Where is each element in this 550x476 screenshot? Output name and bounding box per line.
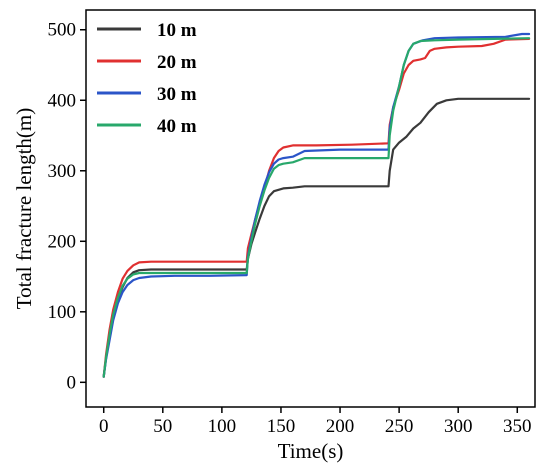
legend-label-2: 20 m bbox=[157, 52, 197, 73]
y-axis-title: Total fracture length(m) bbox=[12, 108, 36, 309]
y-tick-label: 300 bbox=[48, 161, 77, 182]
x-tick-label: 100 bbox=[208, 416, 237, 437]
x-tick-label: 300 bbox=[444, 416, 473, 437]
y-tick-label: 500 bbox=[48, 20, 77, 41]
legend: 10 m 20 m 30 m 40 m bbox=[97, 20, 197, 137]
legend-label-1: 10 m bbox=[157, 20, 197, 41]
x-axis-title: Time(s) bbox=[278, 439, 344, 463]
legend-label-4: 40 m bbox=[157, 116, 197, 137]
legend-label-3: 30 m bbox=[157, 84, 197, 105]
x-tick-label: 200 bbox=[326, 416, 355, 437]
x-tick-label: 150 bbox=[267, 416, 296, 437]
ticks-layer: 0 50 100 150 200 250 300 350 0 100 200 300 400 500 bbox=[48, 20, 532, 437]
y-tick-label: 400 bbox=[48, 90, 77, 111]
y-tick-label: 100 bbox=[48, 302, 77, 323]
y-tick-label: 0 bbox=[67, 372, 77, 393]
x-tick-label: 50 bbox=[153, 416, 172, 437]
x-tick-label: 0 bbox=[99, 416, 109, 437]
x-tick-label: 250 bbox=[385, 416, 414, 437]
y-tick-label: 200 bbox=[48, 231, 77, 252]
plot-frame bbox=[86, 10, 535, 407]
x-tick-label: 350 bbox=[503, 416, 532, 437]
series-line-1 bbox=[104, 99, 529, 377]
